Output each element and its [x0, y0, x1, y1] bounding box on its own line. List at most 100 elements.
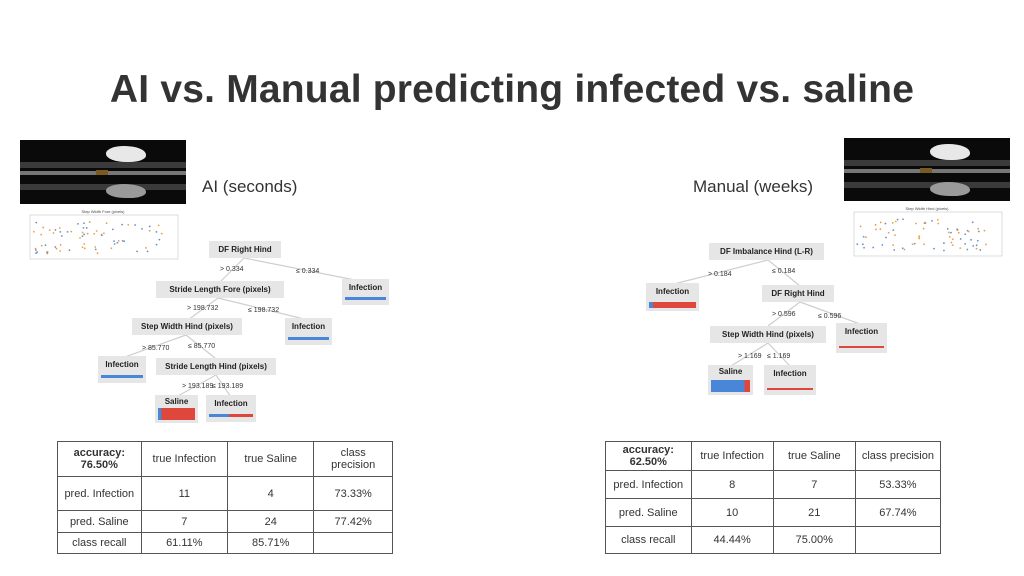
tree-leaf-saline: Saline — [155, 395, 198, 423]
scatter-point — [862, 235, 865, 238]
leaf-label: Infection — [655, 287, 690, 296]
scatter-point — [959, 238, 962, 240]
scatter-point — [117, 239, 120, 242]
scatter-point — [81, 246, 84, 249]
table-cell: 8 — [690, 470, 774, 499]
tree-leaf-infection: Infection — [98, 356, 146, 383]
scatter-point — [865, 236, 867, 239]
edge-label: ≤ 0.334 — [296, 268, 320, 275]
scatter-point — [957, 231, 960, 234]
scatter-title: Step Width Fore (pixels) — [82, 209, 126, 214]
scatter-point — [933, 247, 935, 250]
scatter-point — [872, 246, 875, 249]
scatter-point — [977, 227, 980, 230]
scatter-point — [123, 240, 126, 243]
edge-label: ≤ 0.596 — [818, 313, 842, 320]
scatter-point — [859, 225, 862, 228]
edge-label: ≤ 198.732 — [248, 307, 280, 314]
scatter-point — [48, 229, 51, 232]
edge-label: > 0.184 — [708, 271, 732, 278]
scatter-point — [892, 244, 895, 247]
scatter-plot-right: Step Width Hind (pixels) — [844, 205, 1010, 263]
scatter-point — [52, 232, 55, 234]
scatter-point — [34, 249, 37, 251]
scatter-point — [951, 238, 954, 241]
edge-label: > 0.334 — [220, 266, 244, 273]
scatter-point — [975, 247, 978, 250]
edge-label: > 0.596 — [772, 311, 796, 318]
rat-video-image-right — [844, 138, 1010, 201]
scatter-point — [863, 246, 865, 249]
scatter-point — [971, 221, 974, 224]
scatter-point — [160, 232, 163, 235]
rat-video-image-left — [20, 140, 186, 204]
scatter-point — [58, 227, 61, 229]
table-cell: 21 — [772, 498, 856, 527]
confusion-matrix-right: accuracy: 62.50% true Infection true Sal… — [605, 441, 942, 554]
scatter-point — [951, 244, 954, 247]
tree-leaf-infection: Infection — [285, 318, 332, 345]
accuracy-cell: accuracy: 62.50% — [605, 441, 692, 471]
scatter-point — [121, 223, 123, 226]
edge-label: ≤ 85.770 — [188, 343, 216, 350]
table-cell: 7 — [140, 510, 229, 533]
scatter-point — [923, 243, 926, 246]
scatter-point — [984, 243, 987, 246]
class-bar — [209, 414, 253, 417]
tree-node-df-right-hind: DF Right Hind — [209, 241, 281, 258]
tree-node-df-right-hind: DF Right Hind — [762, 285, 834, 302]
scatter-point — [54, 228, 57, 231]
scatter-point — [59, 244, 62, 246]
scatter-point — [918, 235, 921, 238]
header-cell: class precision — [313, 441, 393, 477]
scatter-point — [931, 219, 933, 222]
scatter-point — [964, 242, 967, 245]
scatter-point — [967, 230, 970, 233]
scatter-point — [83, 233, 85, 236]
scatter-point — [892, 229, 895, 232]
edge-label: > 85.770 — [142, 345, 170, 352]
confusion-matrix-left: accuracy: 76.50% true Infection true Sal… — [57, 441, 393, 554]
tree-node-stride-length-hind: Stride Length Hind (pixels) — [156, 358, 276, 375]
scatter-point — [94, 246, 97, 248]
scatter-axes — [29, 214, 179, 260]
class-bar — [288, 337, 329, 340]
scatter-point — [93, 232, 96, 235]
scatter-point — [946, 227, 949, 230]
scatter-point — [972, 245, 975, 247]
table-cell: 7 — [772, 470, 856, 499]
class-bar — [345, 297, 386, 300]
table-cell: 44.44% — [690, 526, 774, 554]
leaf-label: Infection — [291, 322, 326, 331]
scatter-point — [942, 242, 945, 244]
scatter-point — [77, 222, 79, 225]
tree-leaf-infection: Infection — [836, 323, 887, 353]
tree-leaf-infection: Infection — [646, 283, 699, 311]
header-cell: true Infection — [140, 441, 229, 477]
tree-leaf-saline: Saline — [708, 365, 753, 395]
scatter-point — [40, 244, 43, 247]
header-cell: class precision — [854, 441, 942, 471]
scatter-point — [102, 232, 105, 235]
scatter-point — [874, 223, 877, 226]
edge-label: > 1.169 — [738, 353, 762, 360]
table-cell: 67.74% — [854, 498, 942, 527]
tree-node-stride-length-fore: Stride Length Fore (pixels) — [156, 281, 284, 298]
tree-leaf-infection: Infection — [206, 395, 256, 422]
tree-leaf-infection: Infection — [764, 365, 816, 395]
scatter-point — [59, 231, 62, 233]
scatter-point — [94, 248, 97, 251]
scatter-point — [81, 235, 84, 238]
scatter-point — [111, 228, 114, 231]
tree-leaf-infection: Infection — [342, 279, 389, 305]
class-bar — [767, 388, 813, 390]
scatter-point — [950, 241, 953, 244]
scatter-point — [924, 221, 927, 224]
scatter-point — [979, 249, 982, 251]
scatter-point — [914, 222, 917, 225]
scatter-point — [976, 239, 979, 242]
scatter-point — [918, 237, 921, 240]
leaf-label: Infection — [348, 283, 383, 292]
scatter-point — [54, 246, 57, 248]
